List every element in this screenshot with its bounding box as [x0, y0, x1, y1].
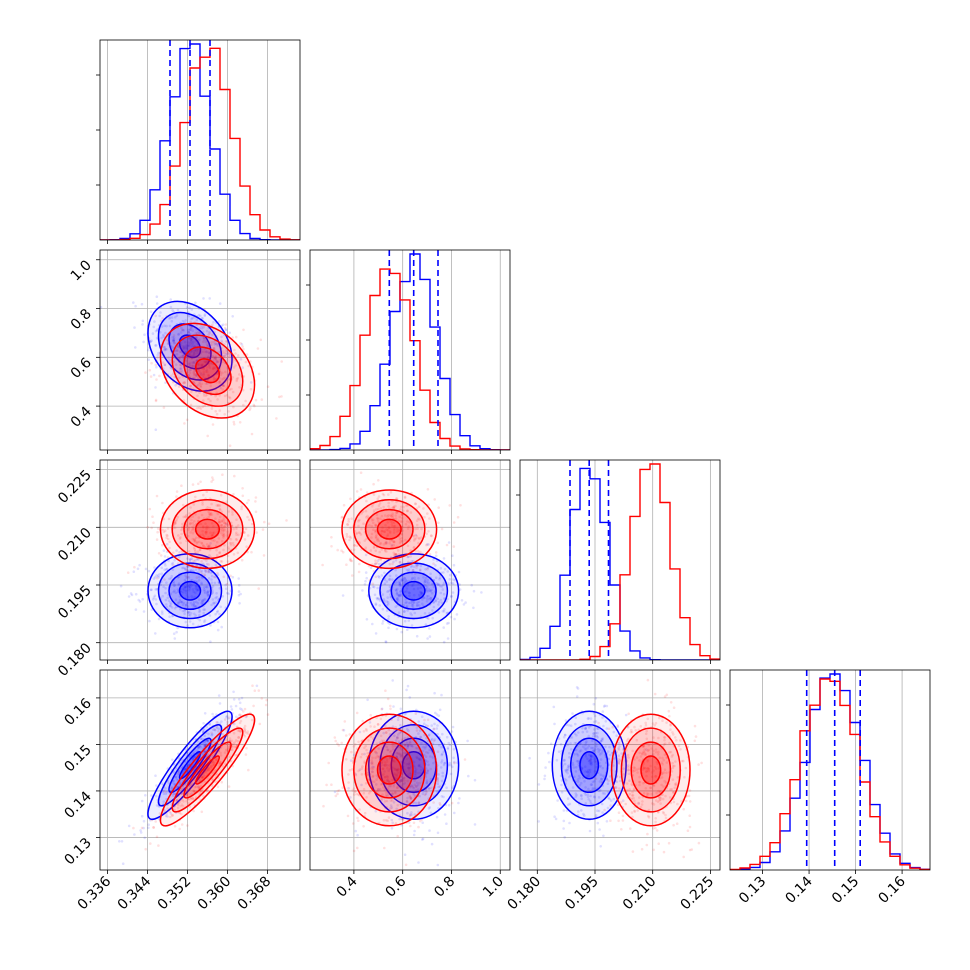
grid-3-2 [520, 670, 720, 870]
density-contours-2-0-s1 [159, 489, 256, 570]
histogram-step-3-s1 [730, 678, 930, 870]
panel-frame-3-1 [309, 669, 511, 871]
x-tick-label-2-2: 0.210 [620, 874, 660, 914]
panel-frame-2-0 [99, 459, 301, 661]
grid-1-1 [353, 250, 501, 450]
y-tick-label-2-2: 0.210 [55, 525, 95, 565]
panel-frame-0-0 [99, 39, 301, 241]
density-contours-3-2-s0 [551, 710, 627, 821]
density-contours-2-1-s0 [368, 553, 460, 629]
density-contours-1-0-s1 [159, 322, 256, 419]
y-tick-label-2-3: 0.225 [55, 467, 95, 507]
scatter-points-3-1-s0 [333, 679, 477, 867]
grid-0-0 [107, 40, 268, 240]
x-tick-label-3-1: 0.14 [783, 873, 816, 906]
scatter-points-1-0-s0 [100, 295, 253, 432]
panel-3-1 [322, 679, 477, 867]
x-tick-label-0-4: 0.368 [235, 874, 275, 914]
x-tick-label-0-3: 0.360 [195, 874, 235, 914]
histogram-step-1-s1 [310, 268, 510, 450]
panel-frame-2-2 [519, 459, 721, 661]
x-tick-label-2-1: 0.195 [562, 874, 602, 914]
panel-2-1 [321, 471, 483, 644]
x-tick-label-2-0: 0.180 [504, 874, 544, 914]
y-tick-label-1-0: 0.4 [68, 404, 95, 431]
scatter-points-2-1-s0 [341, 533, 483, 644]
x-tick-label-0-2: 0.352 [155, 874, 195, 914]
x-tick-label-0-1: 0.344 [115, 873, 155, 913]
x-tick-label-2-3: 0.225 [678, 874, 718, 914]
density-contours-3-0-s1 [159, 713, 256, 827]
panel-frame-3-3 [729, 669, 931, 871]
x-tick-label-0-0: 0.336 [75, 873, 115, 913]
histogram-step-0-s0 [100, 43, 300, 240]
panel-frame-3-2 [519, 669, 721, 871]
density-contours-1-0-s0 [147, 300, 233, 392]
scatter-points-2-0-s1 [126, 473, 288, 590]
y-tick-label-3-3: 0.16 [61, 695, 94, 728]
panel-frame-1-1 [309, 249, 511, 451]
histogram-step-1-s0 [310, 253, 510, 450]
grid-3-0 [100, 670, 300, 870]
x-tick-label-1-3: 1.0 [480, 874, 507, 901]
density-contours-2-1-s1 [341, 489, 438, 570]
x-tick-label-3-2: 0.15 [829, 874, 862, 907]
panel-frame-1-0 [99, 249, 301, 451]
panel-2-0 [119, 473, 288, 643]
scatter-points-2-0-s0 [119, 523, 242, 643]
y-tick-label-3-0: 0.13 [61, 835, 94, 868]
panel-1-0 [100, 295, 284, 448]
panel-3-0 [118, 684, 270, 865]
grid-1-0 [100, 250, 300, 450]
density-contours-3-1-s1 [341, 713, 438, 827]
histogram-panel-2 [520, 460, 720, 660]
histogram-step-2-s0 [520, 467, 720, 660]
grid-2-2 [536, 460, 711, 660]
panel-frame-2-1 [309, 459, 511, 661]
panel-frame-3-0 [99, 669, 301, 871]
density-contours-3-2-s1 [610, 713, 691, 827]
y-tick-label-1-1: 0.6 [68, 355, 95, 382]
histogram-panel-0 [100, 40, 300, 240]
y-tick-label-3-1: 0.14 [61, 788, 94, 821]
x-tick-label-1-0: 0.4 [334, 873, 361, 900]
y-tick-label-1-3: 1.0 [68, 257, 95, 284]
density-contours-2-0-s0 [147, 553, 233, 629]
histogram-step-0-s1 [100, 47, 300, 240]
histogram-step-3-s0 [730, 673, 930, 870]
y-tick-label-1-2: 0.8 [68, 306, 95, 333]
x-tick-label-1-2: 0.8 [431, 874, 458, 901]
panel-3-2 [528, 678, 703, 859]
x-tick-label-3-0: 0.13 [736, 874, 769, 907]
grid-2-0 [100, 460, 300, 660]
density-contours-3-1-s0 [368, 710, 460, 821]
y-tick-label-2-0: 0.180 [55, 640, 95, 680]
y-tick-label-2-1: 0.195 [55, 583, 95, 623]
y-tick-label-3-2: 0.15 [61, 742, 94, 775]
x-tick-label-1-1: 0.6 [382, 873, 409, 900]
histogram-panel-1 [310, 250, 510, 450]
x-tick-label-3-3: 0.16 [876, 873, 909, 906]
grid-3-3 [762, 670, 903, 870]
histogram-panel-3 [730, 670, 930, 870]
